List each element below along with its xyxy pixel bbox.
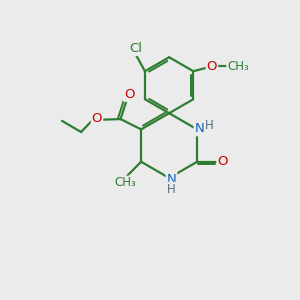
Text: N: N [195,122,204,135]
Text: CH₃: CH₃ [114,176,136,190]
Text: Cl: Cl [130,42,142,55]
Text: N: N [167,173,176,186]
Text: O: O [207,60,217,73]
Text: H: H [205,119,214,132]
Text: H: H [167,183,176,196]
Text: O: O [92,112,102,125]
Text: O: O [218,155,228,168]
Text: CH₃: CH₃ [227,60,249,73]
Text: O: O [124,88,135,101]
